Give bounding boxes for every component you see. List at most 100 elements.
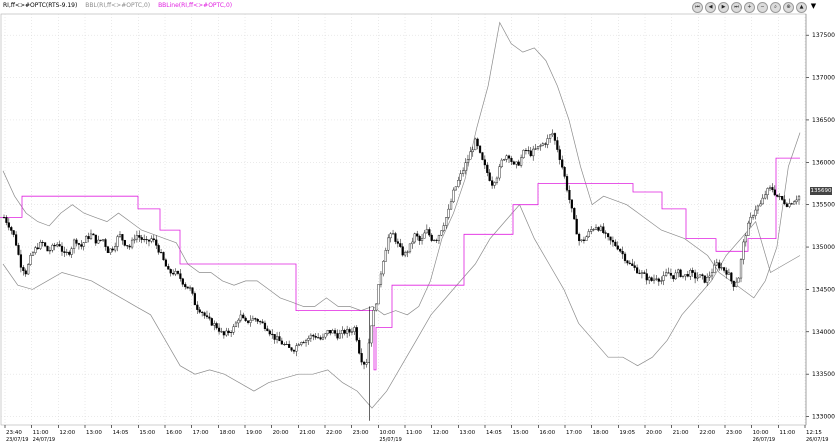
x-tick-label: 18:00	[593, 430, 609, 436]
y-tick-label: 135500	[812, 202, 835, 209]
y-tick-label: 136000	[812, 159, 835, 166]
candle-body	[70, 248, 73, 255]
pin-icon[interactable]: ▼	[810, 2, 817, 10]
candle-body	[145, 239, 148, 241]
candle-body	[643, 272, 646, 274]
candle-body	[541, 143, 544, 146]
first-page-button[interactable]: ⏮	[692, 2, 703, 13]
candle-body	[478, 145, 482, 153]
x-tick-label: 14:05	[113, 430, 129, 436]
candle-body	[382, 261, 385, 275]
candle-body	[561, 159, 564, 168]
x-tick-label: 12:00	[433, 430, 449, 436]
candle-body	[691, 270, 694, 273]
candle-body	[725, 270, 728, 275]
candle-body	[254, 318, 257, 320]
candle-body	[785, 203, 789, 207]
candle-body	[10, 227, 13, 231]
candle-body	[203, 312, 206, 316]
candle-body	[626, 260, 629, 264]
candle-body	[213, 323, 216, 326]
candle-body	[34, 247, 37, 253]
candle-body	[570, 199, 573, 209]
candle-body	[488, 172, 491, 181]
zoom-out-button[interactable]: −	[757, 2, 768, 13]
candle-body	[536, 146, 540, 149]
candle-body	[333, 330, 337, 334]
candle-body	[201, 311, 204, 313]
candle-body	[329, 330, 332, 334]
candle-body	[246, 320, 250, 323]
candle-body	[56, 244, 59, 247]
candle-body	[116, 236, 119, 247]
candle-body	[111, 248, 114, 251]
zoom-in-button[interactable]: +	[744, 2, 755, 13]
y-tick-label: 134000	[812, 329, 835, 336]
candle-body	[365, 362, 368, 365]
candle-body	[217, 327, 221, 332]
candle-body	[227, 330, 230, 334]
candle-body	[657, 278, 660, 282]
candle-body	[648, 277, 651, 281]
search-button[interactable]: ⌕	[770, 2, 781, 13]
candle-body	[362, 361, 366, 365]
candle-body	[41, 241, 44, 243]
candle-body	[244, 317, 247, 321]
candle-body	[239, 314, 242, 321]
candle-body	[529, 150, 532, 157]
candle-body	[713, 264, 716, 273]
candle-body	[307, 338, 310, 341]
candle-body	[507, 155, 511, 159]
candle-body	[568, 190, 571, 200]
candle-body	[607, 233, 610, 238]
x-tick-label: 15:00	[513, 430, 529, 436]
candle-body	[549, 134, 552, 139]
candle-body	[751, 215, 755, 218]
candle-body	[391, 233, 395, 235]
candle-body	[198, 309, 201, 313]
prev-page-button[interactable]: ◀	[705, 2, 716, 13]
candle-body	[445, 217, 448, 226]
candle-body	[29, 255, 32, 265]
candle-body	[428, 229, 431, 236]
candle-body	[587, 231, 590, 238]
candle-body	[384, 250, 387, 262]
candle-body	[401, 246, 404, 256]
candle-body	[437, 235, 441, 241]
candle-body	[452, 189, 455, 203]
candle-body	[162, 252, 165, 261]
play-button[interactable]: ▶	[718, 2, 729, 13]
upper-band-line	[2, 21, 801, 316]
candle-body	[394, 233, 397, 242]
candle-body	[314, 336, 317, 338]
candle-body	[527, 150, 530, 152]
last-price-tag: 135690	[810, 187, 832, 195]
candle-body	[230, 331, 233, 334]
candle-body	[486, 164, 489, 173]
candle-body	[46, 245, 49, 252]
candle-body	[718, 262, 721, 269]
candle-body	[594, 227, 598, 230]
candle-body	[701, 274, 704, 276]
x-tick-label: 16:00	[166, 430, 182, 436]
candle-body	[454, 186, 457, 191]
scroll-up-button[interactable]: ▲	[796, 2, 807, 13]
candle-body	[476, 138, 479, 147]
candle-body	[592, 229, 595, 231]
zoom-fit-button[interactable]: ⊕	[783, 2, 794, 13]
candle-body	[623, 253, 627, 261]
candle-body	[759, 203, 762, 207]
candle-body	[179, 273, 182, 279]
legend-bbline: BBLine(RI,ff<>#OPTC,0)	[158, 2, 233, 9]
candle-body	[80, 244, 83, 247]
candle-body	[689, 270, 692, 277]
candle-body	[338, 333, 341, 339]
candle-body	[742, 241, 745, 260]
y-tick-label: 133000	[812, 414, 835, 421]
candle-body	[573, 207, 576, 220]
last-page-button[interactable]: ⏭	[731, 2, 742, 13]
candle-body	[237, 319, 240, 324]
candle-body	[321, 336, 325, 340]
candle-body	[208, 316, 211, 319]
